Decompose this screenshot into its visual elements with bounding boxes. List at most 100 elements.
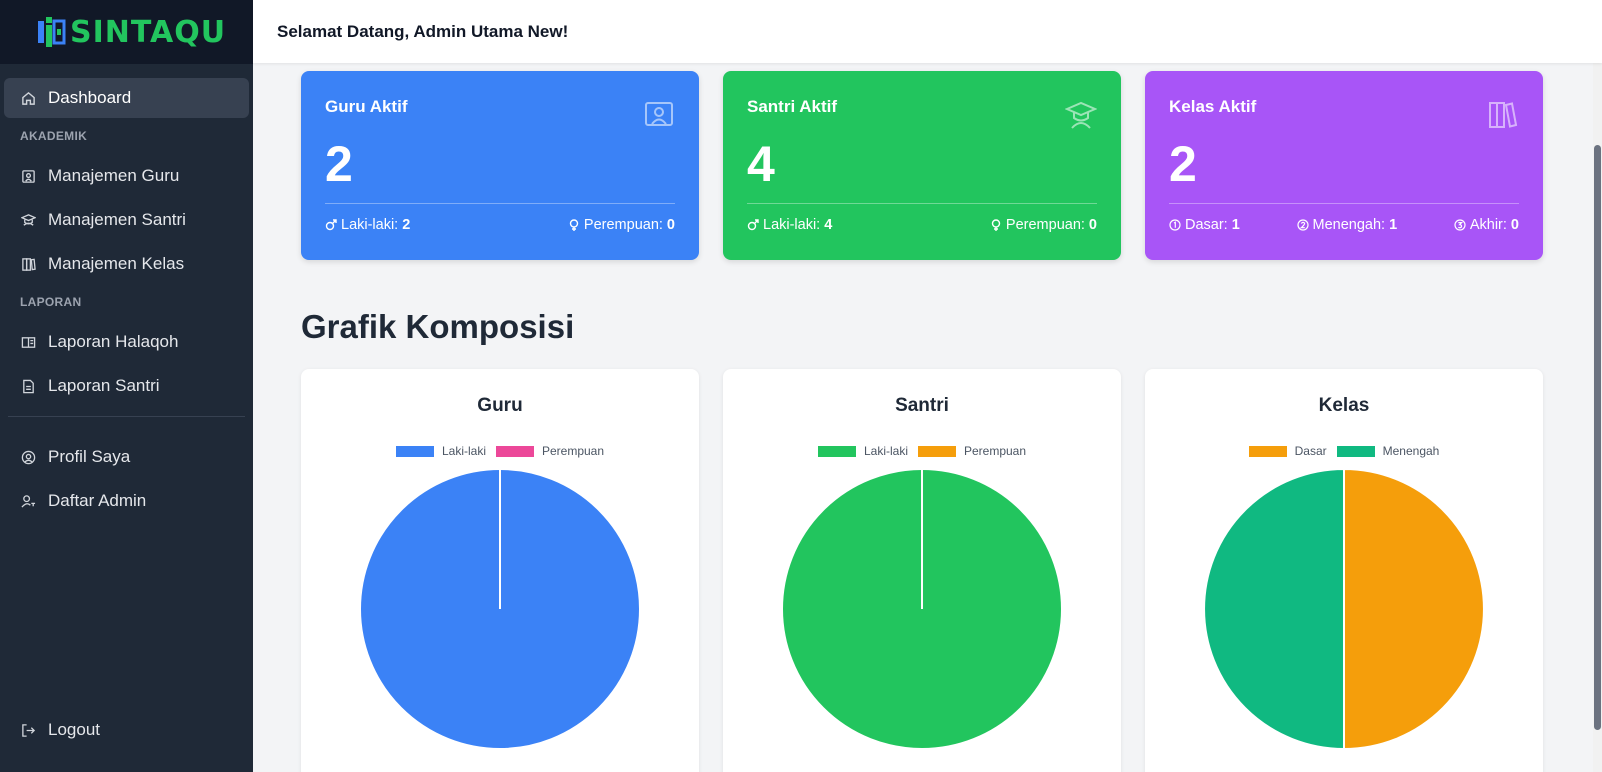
- circle-1-icon: [1169, 219, 1181, 231]
- male-icon: [747, 219, 759, 231]
- stat-label: Laki-laki:: [763, 217, 821, 233]
- logo-mark-icon: [38, 17, 66, 47]
- legend-swatch: [1336, 445, 1375, 457]
- chart-legend: Dasar Menengah: [1145, 444, 1543, 458]
- home-icon: [20, 90, 36, 106]
- stat-card-santri[interactable]: Santri Aktif 4 Laki-laki: 4 Perempuan: 0: [723, 71, 1121, 260]
- pie-chart[interactable]: [1200, 465, 1488, 753]
- card-footer: Dasar: 1 Menengah: 1 Akhir: 0: [1169, 217, 1519, 233]
- stat-label: Akhir:: [1469, 217, 1507, 233]
- stat-label: Perempuan:: [583, 217, 663, 233]
- stat-female: Perempuan: 0: [568, 217, 675, 233]
- page-scrollbar[interactable]: [1593, 63, 1602, 772]
- sidebar-item-laporan-halaqoh[interactable]: Laporan Halaqoh: [4, 322, 249, 362]
- stat-female: Perempuan: 0: [990, 217, 1097, 233]
- stat-label: Laki-laki:: [341, 217, 399, 233]
- card-divider: [1169, 203, 1519, 204]
- stat-card-kelas[interactable]: Kelas Aktif 2 Dasar: 1 Menengah: 1 Ak: [1145, 71, 1543, 260]
- document-icon: [20, 378, 36, 394]
- legend-item[interactable]: Laki-laki: [817, 444, 908, 458]
- logout-icon: [20, 722, 36, 738]
- stat-male: Laki-laki: 4: [747, 217, 832, 233]
- graduation-cap-icon: [20, 212, 36, 228]
- scrollbar-thumb[interactable]: [1594, 145, 1601, 730]
- sidebar-item-manajemen-santri[interactable]: Manajemen Santri: [4, 200, 249, 240]
- brand-bar: SINTAQU: [0, 0, 253, 64]
- sidebar-section-akademik: AKADEMIK: [20, 129, 88, 143]
- card-footer: Laki-laki: 4 Perempuan: 0: [747, 217, 1097, 233]
- pie-slice-menengah[interactable]: [1203, 467, 1345, 751]
- sidebar-item-daftar-admin[interactable]: Daftar Admin: [4, 481, 249, 521]
- open-book-icon: [20, 334, 36, 350]
- sidebar-item-laporan-santri[interactable]: Laporan Santri: [4, 366, 249, 406]
- legend-label: Perempuan: [541, 444, 605, 458]
- main-content: Guru Aktif 2 Laki-laki: 2 Perempuan: 0: [253, 63, 1593, 772]
- sidebar-nav: Dashboard AKADEMIK Manajemen Guru Manaje…: [0, 64, 253, 521]
- stat-value: 0: [666, 217, 675, 233]
- stat-value: 0: [1510, 217, 1519, 233]
- legend-item[interactable]: Perempuan: [495, 444, 605, 458]
- stat-card-guru[interactable]: Guru Aktif 2 Laki-laki: 2 Perempuan: 0: [301, 71, 699, 260]
- sidebar-item-label: Manajemen Guru: [48, 166, 180, 185]
- presentation-board-icon: [20, 168, 36, 184]
- sidebar-item-label: Manajemen Kelas: [48, 254, 185, 273]
- welcome-text: Selamat Datang, Admin Utama New!: [277, 21, 569, 41]
- brand-logo[interactable]: SINTAQU: [36, 15, 226, 50]
- card-footer: Laki-laki: 2 Perempuan: 0: [325, 217, 675, 233]
- sidebar-item-manajemen-kelas[interactable]: Manajemen Kelas: [4, 244, 249, 284]
- pie-chart[interactable]: [778, 465, 1066, 753]
- chart-title: Santri: [895, 395, 949, 416]
- legend-label: Dasar: [1294, 444, 1327, 458]
- sidebar-item-dashboard[interactable]: Dashboard: [4, 78, 249, 118]
- top-header: Selamat Datang, Admin Utama New!: [253, 0, 1602, 63]
- sidebar-item-label: Dashboard: [48, 88, 132, 107]
- graduation-cap-icon: [1065, 101, 1097, 129]
- legend-item[interactable]: Laki-laki: [395, 444, 486, 458]
- card-divider: [325, 203, 675, 204]
- legend-item[interactable]: Menengah: [1336, 444, 1440, 458]
- stat-value: 1: [1231, 217, 1240, 233]
- legend-swatch: [917, 445, 956, 457]
- legend-swatch: [817, 445, 856, 457]
- circle-3-icon: [1454, 219, 1466, 231]
- chart-card-guru: Guru Laki-laki Perempuan: [301, 369, 699, 772]
- card-value: 2: [325, 136, 353, 192]
- stat-value: 1: [1389, 217, 1398, 233]
- chart-title: Kelas: [1318, 395, 1370, 416]
- sidebar-item-profil-saya[interactable]: Profil Saya: [4, 437, 249, 477]
- brand-name: SINTAQU: [70, 14, 227, 50]
- sidebar-item-manajemen-guru[interactable]: Manajemen Guru: [4, 156, 249, 196]
- books-icon: [20, 256, 36, 272]
- card-value: 2: [1169, 136, 1197, 192]
- male-icon: [325, 219, 337, 231]
- stat-label: Menengah:: [1312, 217, 1386, 233]
- chart-title: Guru: [477, 395, 523, 416]
- sidebar-item-label: Logout: [48, 720, 100, 739]
- user-circle-icon: [20, 449, 36, 465]
- legend-swatch: [1248, 445, 1287, 457]
- sidebar-item-label: Laporan Santri: [48, 376, 160, 395]
- stat-menengah: Menengah: 1: [1296, 217, 1398, 233]
- legend-swatch: [395, 445, 434, 457]
- books-icon: [1489, 102, 1518, 128]
- presentation-board-icon: [645, 102, 673, 126]
- pie-chart[interactable]: [356, 465, 644, 753]
- chart-legend: Laki-laki Perempuan: [723, 444, 1121, 458]
- legend-label: Menengah: [1382, 444, 1440, 458]
- sidebar-divider: [8, 416, 245, 417]
- stat-cards: Guru Aktif 2 Laki-laki: 2 Perempuan: 0: [301, 71, 1543, 260]
- legend-item[interactable]: Perempuan: [917, 444, 1026, 458]
- legend-swatch: [495, 445, 534, 457]
- logout-button[interactable]: Logout: [4, 710, 249, 750]
- sidebar-item-label: Laporan Halaqoh: [48, 332, 179, 351]
- stat-value: 4: [824, 217, 833, 233]
- stat-label: Dasar:: [1185, 217, 1228, 233]
- pie-slice-dasar[interactable]: [1343, 467, 1485, 751]
- stat-label: Perempuan:: [1005, 217, 1085, 233]
- sidebar-item-label: Daftar Admin: [48, 491, 147, 510]
- circle-2-icon: [1296, 219, 1309, 231]
- charts-row: Guru Laki-laki Perempuan Santri Laki-lak…: [301, 369, 1543, 772]
- legend-item[interactable]: Dasar: [1248, 444, 1327, 458]
- legend-label: Laki-laki: [441, 444, 486, 458]
